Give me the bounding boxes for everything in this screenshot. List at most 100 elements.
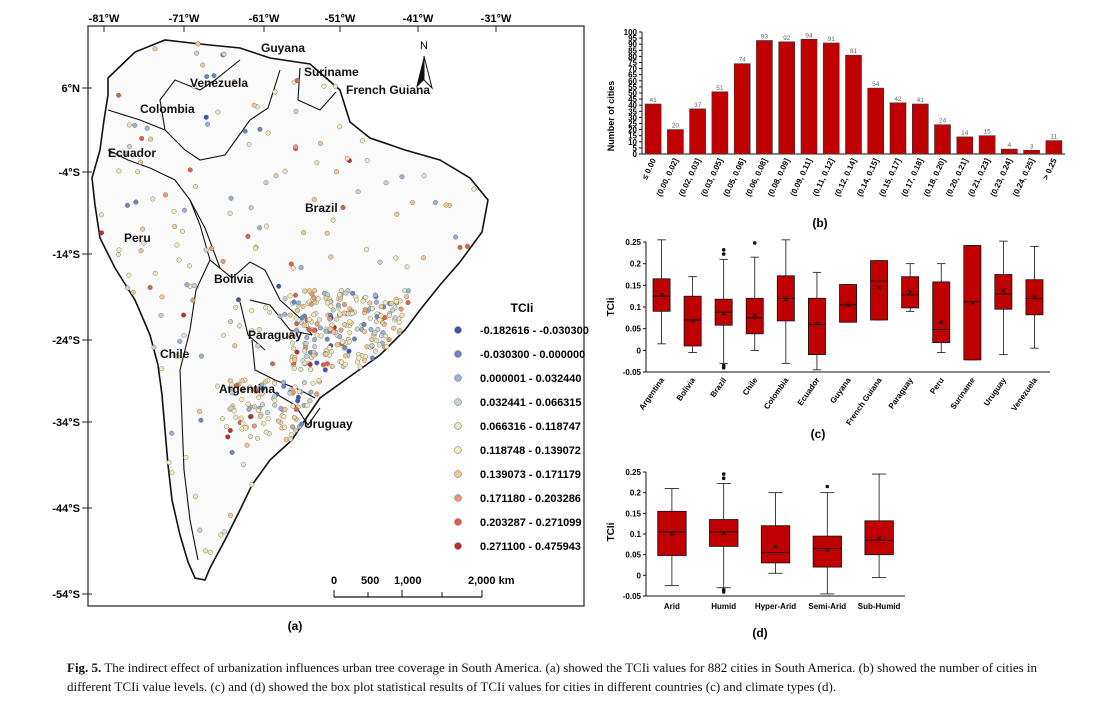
boxd-axis-ytick-4: 0.15: [625, 509, 641, 518]
boxc-marks-category-2: Brazil: [708, 376, 728, 399]
bar-category-13: (0.18, 0.20]: [922, 157, 948, 198]
bar-value-3: 51: [716, 85, 724, 92]
boxd-marks-outlier-3-0: [825, 484, 830, 489]
bar-15: [978, 135, 996, 155]
panel-label-a: (a): [288, 619, 303, 633]
bar-ytick-19: 95: [628, 34, 637, 43]
bar-ytick-6: 30: [628, 113, 637, 122]
legend-swatch-8: [454, 518, 462, 526]
boxd-marks-category-0: Arid: [664, 602, 680, 611]
legend-swatch-7: [454, 494, 462, 502]
bar-ytick-18: 90: [628, 40, 637, 49]
boxc-axis-ytick-1: 0: [637, 346, 642, 355]
lat-label-1: -4°S: [58, 167, 80, 179]
legend-label-2: 0.000001 - 0.032440: [480, 373, 582, 385]
bar-ytick-8: 40: [628, 101, 637, 110]
lat-label-4: -34°S: [52, 417, 80, 429]
boxc-marks-box-6: [839, 284, 858, 323]
legend-label-4: 0.066316 - 0.118747: [480, 421, 581, 433]
boxc-marks-box-3: [745, 241, 764, 351]
boxc-axis-ytick-5: 0.2: [630, 260, 642, 269]
boxc-axis-ytick-4: 0.15: [625, 281, 641, 290]
legend-swatch-1: [454, 350, 462, 358]
boxc-marks-box-0: [652, 239, 671, 345]
boxplot-country-axes: -0.05 0 0.05 0.1 0.15 0.2 0.25: [623, 238, 1050, 377]
bar-category-18: > 0.25: [1041, 157, 1059, 182]
bar-ylabel: Number of cities: [606, 81, 616, 152]
boxd-marks-box-2: [760, 492, 791, 574]
panel-label-c: (c): [811, 427, 826, 441]
boxc-marks-outlier-2-0: [721, 252, 726, 256]
boxc-marks-box-11: [994, 240, 1013, 356]
boxd-marks-outlier-1-3: [721, 590, 726, 594]
scale-label-1000: 1,000: [394, 575, 422, 587]
boxc-marks-category-0: Argentina: [637, 376, 666, 412]
bar-category-6: (0.08, 0.09]: [766, 157, 792, 198]
bar-ytick-5: 25: [628, 120, 637, 129]
bar-category-12: (0.17, 0.18]: [900, 157, 926, 198]
lon-label-4: -41°W: [403, 13, 434, 25]
label-bolivia: Bolivia: [214, 272, 254, 286]
bar-value-10: 54: [872, 81, 880, 88]
bar-ytick-17: 85: [628, 46, 637, 55]
boxc-marks-category-5: Ecuador: [796, 376, 822, 407]
boxc-marks-box-4: [776, 239, 795, 364]
legend-label-1: -0.030300 - 0.000000: [480, 349, 585, 361]
boxc-axis-ytick-3: 0.1: [630, 303, 642, 312]
bar-6: [778, 41, 795, 155]
bar-17: [1023, 150, 1040, 155]
bar-value-5: 93: [761, 34, 769, 41]
boxd-axis-ytick-6: 0.25: [625, 468, 641, 477]
boxplot-climate-boxes: Arid Humid Hyper-Arid Semi-Arid Sub-Humid: [657, 472, 901, 611]
bar-ytick-9: 45: [628, 95, 637, 104]
country-borders: [107, 59, 337, 561]
bar-ytick-16: 80: [628, 52, 637, 61]
label-paraguay: Paraguay: [248, 328, 302, 342]
legend-label-7: 0.171180 - 0.203286: [480, 493, 581, 505]
boxd-marks-category-4: Sub-Humid: [858, 602, 901, 611]
label-guyana: Guyana: [261, 41, 305, 55]
label-chile: Chile: [160, 347, 190, 361]
bar-category-11: (0.15, 0.17]: [877, 157, 903, 198]
bar-value-18: 11: [1051, 134, 1058, 141]
bar-category-10: (0.14, 0.15]: [855, 157, 881, 198]
bar-chart-panel: Number of cities 05101520253035404550556…: [606, 28, 1065, 230]
label-peru: Peru: [124, 231, 151, 245]
boxc-marks-box-10: [963, 245, 982, 361]
boxc-marks-box-1: [683, 276, 702, 353]
legend-swatch-0: [454, 326, 462, 334]
latitude-axis: 6°N -4°S -14°S -24°S -34°S -44°S -54°S: [52, 83, 92, 601]
boxd-axis-ytick-1: 0: [637, 571, 642, 580]
legend-label-0: -0.182616 - -0.030300: [480, 325, 589, 337]
boxc-marks-category-1: Bolivia: [675, 376, 698, 403]
bar-10: [867, 87, 885, 155]
boxc-marks-category-10: Suriname: [949, 376, 978, 411]
bar-category-4: (0.05, 0.06]: [722, 157, 748, 198]
boxd-marks-box-4: [864, 473, 894, 578]
label-ecuador: Ecuador: [108, 146, 156, 160]
boxplot-country-panel: TCIi -0.05 0 0.05 0.1 0.15 0.2 0.25 Argentina B…: [606, 238, 1050, 441]
bar-18: [1045, 140, 1063, 155]
bar-category-5: (0.06, 0.08]: [744, 157, 770, 198]
bar-value-16: 4: [1007, 142, 1011, 149]
scale-label-500: 500: [361, 575, 379, 587]
bar-8: [822, 42, 840, 155]
bar-11: [889, 102, 907, 155]
bar-ytick-3: 15: [628, 132, 637, 141]
boxc-ylabel: TCIi: [606, 297, 617, 316]
bar-3: [711, 91, 729, 155]
lon-label-5: -31°W: [481, 13, 512, 25]
north-arrow: N: [416, 40, 433, 90]
bar-ytick-14: 70: [628, 65, 637, 74]
boxc-marks-box-2: [714, 248, 733, 370]
south-america-outline: [91, 39, 489, 581]
caption-label: Fig. 5.: [67, 660, 102, 675]
bar-category-14: (0.20, 0.21]: [944, 157, 970, 198]
bar-ytick-2: 10: [628, 138, 637, 147]
lat-label-5: -44°S: [52, 503, 80, 515]
bar-value-14: 14: [961, 130, 969, 137]
bar-ytick-13: 65: [628, 71, 637, 80]
lat-label-0: 6°N: [62, 83, 81, 95]
bar-1: [667, 129, 684, 155]
boxd-marks-category-2: Hyper-Arid: [755, 602, 796, 611]
